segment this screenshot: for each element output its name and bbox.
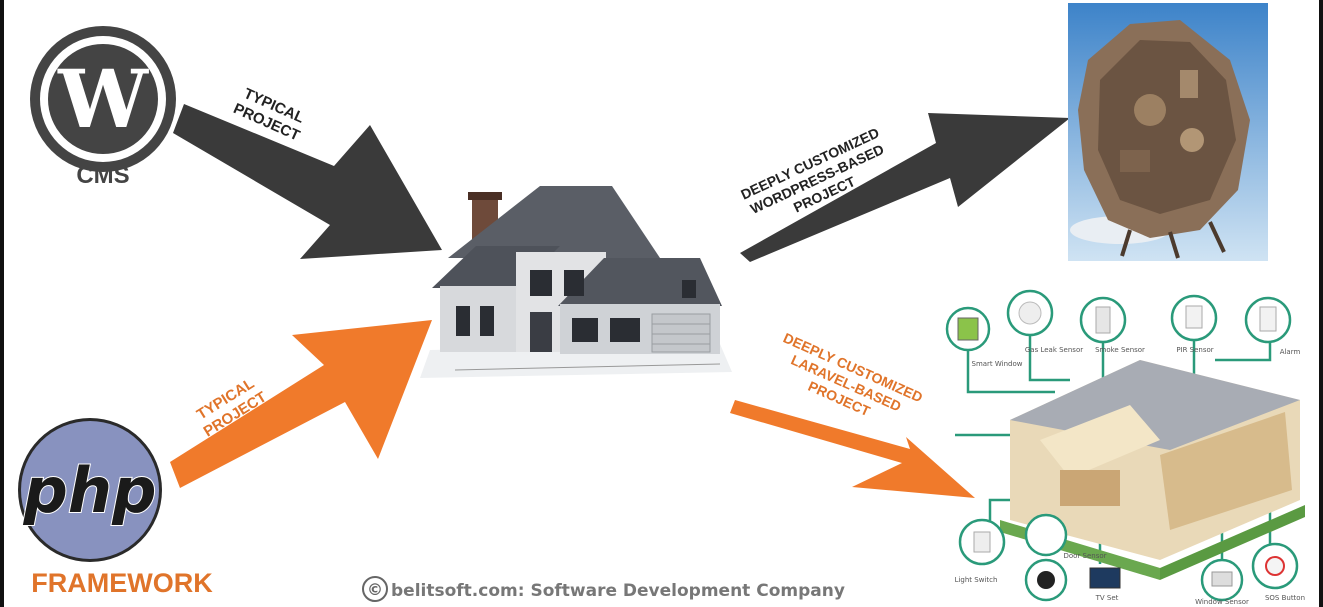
php-typical-arrow — [170, 320, 432, 488]
device-label-gas-leak: Gas Leak Sensor — [1025, 346, 1083, 354]
device-icons-top — [945, 289, 1292, 352]
device-label-light-switch: Light Switch — [955, 576, 998, 584]
wordpress-logo: W — [30, 26, 176, 172]
house-illustration — [420, 186, 732, 378]
wp-typical-arrow — [173, 104, 442, 259]
copyright-icon: © — [367, 580, 383, 599]
device-label-smoke: Smoke Sensor — [1095, 346, 1145, 354]
castle-illustration — [1068, 3, 1268, 261]
php-logo: php — [18, 418, 162, 562]
device-label-pir: PIR Sensor — [1176, 346, 1213, 354]
smart-home-diagram: Smart Window Gas Leak Sensor Smoke Senso… — [945, 289, 1305, 606]
php-logo-text: php — [23, 454, 157, 527]
footer-credit-text: belitsoft.com: Software Development Comp… — [391, 581, 845, 601]
device-label-door-sensor: Door Sensor — [1063, 552, 1106, 560]
laravel-custom-arrow — [730, 400, 975, 498]
footer-credit: © belitsoft.com: Software Development Co… — [362, 576, 845, 602]
device-label-window-sensor: Window Sensor — [1195, 598, 1249, 606]
cms-label: CMS — [76, 162, 129, 189]
framework-label: FRAMEWORK — [31, 568, 213, 598]
wp-custom-arrow — [740, 113, 1070, 262]
wordpress-logo-letter: W — [57, 52, 149, 146]
device-label-tv-set: TV Set — [1095, 594, 1119, 602]
device-label-sos-button: SOS Button — [1265, 594, 1305, 602]
device-label-smart-window: Smart Window — [972, 360, 1023, 368]
device-label-alarm: Alarm — [1280, 348, 1301, 356]
